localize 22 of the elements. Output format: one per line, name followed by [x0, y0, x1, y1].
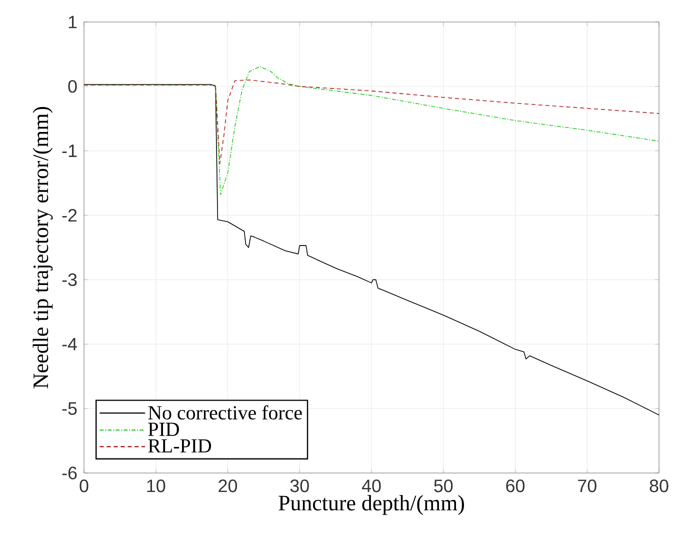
- y-tick-label: -5: [62, 402, 77, 415]
- x-tick-label: 60: [506, 480, 525, 492]
- legend-label: PID: [148, 422, 179, 436]
- x-tick-label: 40: [362, 480, 381, 492]
- x-axis-title: Puncture depth/(mm): [278, 495, 464, 515]
- y-tick-label: -1: [62, 144, 77, 158]
- y-tick-label: -3: [62, 273, 77, 286]
- y-tick-label: -6: [62, 466, 77, 480]
- y-tick-label: -4: [62, 338, 77, 350]
- y-tick-label: 1: [68, 16, 77, 28]
- x-tick-label: 30: [290, 480, 309, 492]
- legend-label: RL-PID: [148, 439, 212, 452]
- x-tick-label: 80: [650, 480, 668, 492]
- y-tick-label: 0: [68, 80, 77, 93]
- x-tick-label: 20: [218, 480, 238, 492]
- x-tick-label: 50: [434, 480, 453, 492]
- x-tick-label: 10: [147, 480, 166, 492]
- legend-label: No corrective force: [148, 405, 302, 420]
- x-tick-label: 70: [578, 480, 596, 492]
- y-tick-label: -2: [62, 209, 77, 222]
- y-axis-title: Needle tip trajectory error/(mm): [32, 106, 53, 388]
- x-tick-label: 0: [80, 480, 88, 492]
